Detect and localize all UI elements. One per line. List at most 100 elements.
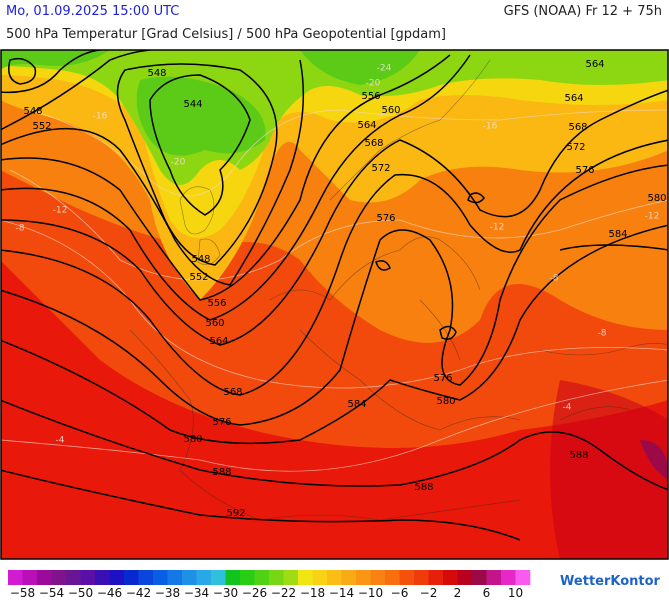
color-legend: −58 −54 −50 −46 −42 −38 −34 −30 −26 −22 −18 −14 −10−… bbox=[8, 570, 531, 600]
legend-swatch bbox=[254, 570, 270, 585]
isotherms bbox=[1, 109, 668, 472]
legend-tick-label: −50 bbox=[68, 586, 93, 600]
contour-label: 564 bbox=[209, 336, 228, 347]
contour-label: 548 bbox=[23, 106, 42, 117]
map-frame bbox=[0, 49, 669, 560]
legend-tick-label: −18 bbox=[300, 586, 325, 600]
contour-label: 564 bbox=[357, 120, 376, 131]
legend-swatch bbox=[153, 570, 168, 585]
legend-swatch bbox=[501, 570, 516, 585]
isotherm-label: -16 bbox=[93, 112, 108, 122]
legend-swatch bbox=[312, 570, 328, 585]
legend-tick-label: −46 bbox=[97, 586, 122, 600]
legend-tick-label: −2 bbox=[420, 586, 438, 600]
legend-swatch bbox=[109, 570, 125, 585]
contour-label: 584 bbox=[347, 399, 366, 410]
isotherm-label: -24 bbox=[377, 64, 392, 74]
isotherm-label: -12 bbox=[490, 223, 505, 233]
contour-label: 564 bbox=[585, 59, 604, 70]
legend-tick-label: 10 bbox=[508, 586, 523, 600]
legend-swatch bbox=[472, 570, 487, 585]
legend-swatch bbox=[269, 570, 284, 585]
coastlines bbox=[129, 59, 668, 521]
legend-swatch bbox=[211, 570, 226, 585]
legend-swatch bbox=[356, 570, 371, 585]
contour-label: 548 bbox=[191, 254, 210, 265]
legend-swatch bbox=[124, 570, 139, 585]
legend-swatch bbox=[414, 570, 429, 585]
legend-swatch bbox=[138, 570, 154, 585]
legend-swatch bbox=[399, 570, 415, 585]
legend-swatch bbox=[22, 570, 38, 585]
isotherm-labels: -24 -20 -20 -16 -16 -12 -12 -12 -8 -8 -8… bbox=[16, 64, 660, 446]
isotherm-label: -8 bbox=[598, 329, 607, 339]
contour-label: 588 bbox=[212, 467, 231, 478]
legend-tick-label: −22 bbox=[271, 586, 296, 600]
legend-swatch bbox=[196, 570, 212, 585]
legend-swatch bbox=[95, 570, 110, 585]
contour-label: 552 bbox=[32, 121, 51, 132]
legend-swatch bbox=[298, 570, 313, 585]
contour-label: 560 bbox=[381, 105, 400, 116]
contour-label: 572 bbox=[371, 163, 390, 174]
model-run: GFS (NOAA) Fr 12 + 75h bbox=[504, 4, 662, 19]
legend-tick-label: −30 bbox=[213, 586, 238, 600]
contour-label: 572 bbox=[566, 142, 585, 153]
contour-label: 568 bbox=[223, 387, 242, 398]
contour-label: 568 bbox=[364, 138, 383, 149]
isotherm-label: -8 bbox=[16, 224, 25, 234]
legend-tick-label: −14 bbox=[329, 586, 354, 600]
legend-tick-label: −10 bbox=[358, 586, 383, 600]
legend-swatch bbox=[428, 570, 444, 585]
isotherm-label: -16 bbox=[483, 122, 498, 132]
contour-label: 580 bbox=[436, 396, 455, 407]
contour-label: 580 bbox=[183, 434, 202, 445]
legend-swatch bbox=[80, 570, 96, 585]
isotherm-label: -8 bbox=[550, 274, 559, 284]
contour-label: 576 bbox=[433, 373, 452, 384]
legend-tick-label: 6 bbox=[483, 586, 491, 600]
isotherm-label: -12 bbox=[53, 206, 68, 216]
legend-swatch bbox=[240, 570, 255, 585]
legend-tick-label: −54 bbox=[39, 586, 64, 600]
contour-label: 580 bbox=[647, 193, 666, 204]
isotherm-label: -20 bbox=[366, 79, 381, 89]
isotherm-label: -4 bbox=[56, 436, 65, 446]
contour-label: 584 bbox=[608, 229, 627, 240]
contour-label: 556 bbox=[361, 91, 380, 102]
legend-tick-label: 2 bbox=[454, 586, 462, 600]
isotherm-label: -4 bbox=[563, 403, 572, 413]
contour-label: 564 bbox=[564, 93, 583, 104]
legend-swatch bbox=[515, 570, 531, 585]
legend-tick-label: −42 bbox=[126, 586, 151, 600]
legend-swatch bbox=[283, 570, 299, 585]
legend-swatch bbox=[341, 570, 357, 585]
legend-swatch bbox=[327, 570, 342, 585]
subtitle: 500 hPa Temperatur [Grad Celsius] / 500 … bbox=[6, 27, 446, 42]
brand-logo: WetterKontor bbox=[560, 574, 661, 589]
legend-tick-label: −58 bbox=[10, 586, 35, 600]
contour-label: 576 bbox=[575, 165, 594, 176]
geopotential-contours bbox=[1, 50, 668, 541]
legend-tick-label: −6 bbox=[391, 586, 409, 600]
contour-label: 576 bbox=[376, 213, 395, 224]
contour-label: 552 bbox=[189, 272, 208, 283]
legend-tick-label: −26 bbox=[242, 586, 267, 600]
contour-label: 592 bbox=[226, 508, 245, 519]
legend-swatch bbox=[37, 570, 52, 585]
contour-label: 576 bbox=[212, 417, 231, 428]
legend-swatch bbox=[457, 570, 473, 585]
isotherm-label: -12 bbox=[645, 212, 660, 222]
legend-swatch bbox=[385, 570, 400, 585]
legend-swatch bbox=[182, 570, 197, 585]
legend-tick-label: −38 bbox=[155, 586, 180, 600]
map: 548 544 548 552 556 560 564 568 572 576 … bbox=[0, 49, 669, 560]
contour-label: 548 bbox=[147, 68, 166, 79]
legend-swatch bbox=[225, 570, 241, 585]
contour-label: 568 bbox=[568, 122, 587, 133]
legend-swatch bbox=[443, 570, 458, 585]
contour-label: 560 bbox=[205, 318, 224, 329]
isotherm-label: -20 bbox=[171, 158, 186, 168]
